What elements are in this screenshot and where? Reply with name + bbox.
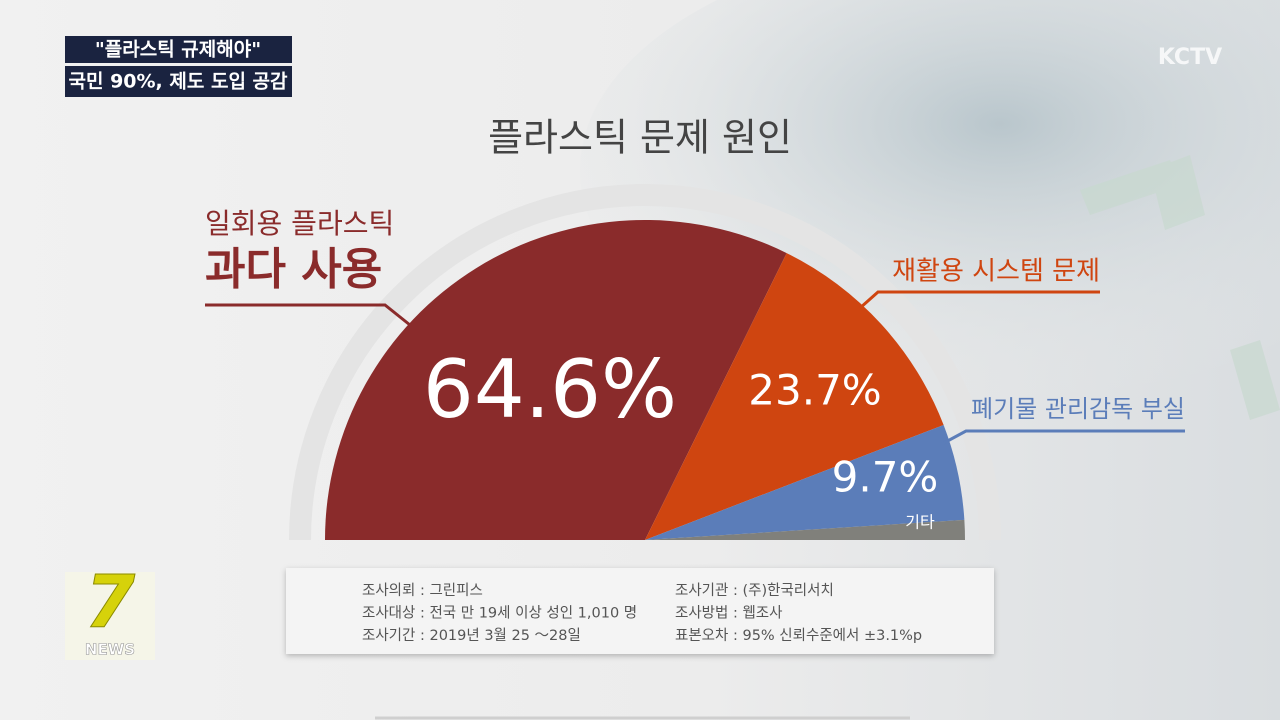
caption-box <box>65 66 292 97</box>
leader-line <box>205 303 411 327</box>
slice <box>325 219 787 540</box>
program-logo-box <box>65 572 155 660</box>
survey-note: 표본오차 : 95% 신뢰수준에서 ±3.1%p <box>675 627 922 644</box>
survey-note: 조사기간 : 2019년 3월 25 ～28일 <box>362 627 581 644</box>
category-label: 일회용 플라스틱 <box>205 207 394 240</box>
value-label: 23.7% <box>748 366 881 415</box>
chart-title: 플라스틱 문제 원인 <box>488 116 792 160</box>
caption: 국민 90%, 제도 도입 공감 <box>69 71 289 93</box>
caption: "플라스틱 규제해야" <box>95 39 261 61</box>
survey-note: 조사대상 : 전국 만 19세 이상 성인 1,010 명 <box>362 605 637 622</box>
category-label: 재활용 시스템 문제 <box>892 257 1100 287</box>
background-image <box>1080 155 1280 420</box>
notes-panel <box>286 568 994 654</box>
slice <box>645 425 965 540</box>
caption-box <box>65 36 292 63</box>
channel-logo: KCTV <box>1158 45 1222 70</box>
slice <box>645 519 965 540</box>
value-label: 64.6% <box>423 343 677 436</box>
survey-note: 조사의뢰 : 그린피스 <box>362 582 483 599</box>
program-logo: 7 <box>85 560 135 644</box>
category-label: 과다 사용 <box>205 244 382 295</box>
survey-note: 조사기관 : (주)한국리서치 <box>675 582 834 599</box>
ring <box>289 184 1001 541</box>
slice <box>645 253 944 540</box>
survey-note: 조사방법 : 웹조사 <box>675 605 782 622</box>
value-label: 9.7% <box>832 453 939 502</box>
program-logo: NEWS <box>85 641 135 659</box>
category-label: 기타 <box>905 513 935 532</box>
category-label: 폐기물 관리감독 부실 <box>971 395 1185 423</box>
leader-line <box>941 429 1185 446</box>
leader-line <box>859 290 1100 310</box>
